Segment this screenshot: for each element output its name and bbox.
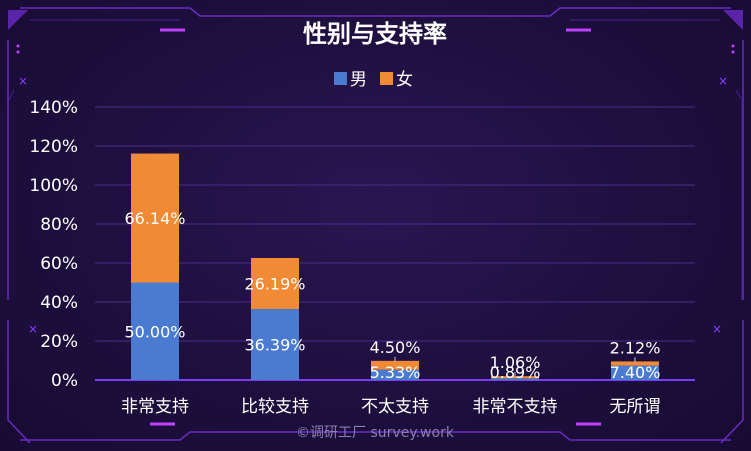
- bar-segment-female: [491, 376, 539, 379]
- y-tick-label: 20%: [40, 332, 78, 352]
- legend-swatch: [380, 72, 393, 85]
- x-axis-category-labels: 非常支持 比较支持 不太支持 非常不支持 无所谓: [121, 397, 661, 417]
- svg-text:×: ×: [18, 74, 28, 88]
- y-axis-tick-labels: 0% 20% 40% 60% 80% 100% 120% 140%: [29, 98, 78, 391]
- data-label-female: 1.06%: [490, 353, 541, 372]
- bar-segment-female: [131, 153, 179, 283]
- bars: [131, 153, 659, 380]
- bar-segment-male: [251, 309, 299, 380]
- watermark-text: ©调研工厂 survey.work: [296, 425, 455, 441]
- bar-segment-male: [611, 365, 659, 380]
- data-label-male: 7.40%: [610, 363, 661, 382]
- data-label-female: 4.50%: [370, 338, 421, 357]
- data-label-male: 50.00%: [124, 322, 185, 341]
- y-tick-label: 80%: [40, 215, 78, 235]
- bar-segment-female: [251, 257, 299, 310]
- chart-title: 性别与支持率: [303, 20, 447, 48]
- data-label-female: 26.19%: [244, 275, 305, 294]
- bar-segment-male: [491, 378, 539, 380]
- y-tick-label: 140%: [29, 98, 78, 118]
- svg-text:×: ×: [28, 322, 38, 336]
- decorative-frame: × × × ×: [7, 7, 744, 444]
- data-label-female: 2.12%: [610, 338, 661, 357]
- y-tick-label: 120%: [29, 137, 78, 157]
- x-category-label: 非常不支持: [473, 397, 558, 417]
- svg-text:×: ×: [712, 322, 722, 336]
- data-label-male: 0.89%: [490, 363, 541, 382]
- legend-label: 男: [350, 70, 367, 90]
- data-label-female: 66.14%: [124, 209, 185, 228]
- x-category-label: 非常支持: [121, 397, 189, 417]
- x-category-label: 无所谓: [610, 397, 661, 417]
- bar-segment-male: [131, 282, 179, 380]
- y-tick-label: 0%: [51, 371, 78, 391]
- x-category-label: 不太支持: [361, 397, 429, 417]
- data-labels: 50.00% 66.14% 36.39% 26.19% 5.33% 4.50% 0.89%1…: [124, 209, 660, 382]
- bar-segment-female: [371, 360, 419, 370]
- bar-segment-male: [371, 369, 419, 380]
- y-tick-label: 100%: [29, 176, 78, 196]
- legend-swatch: [334, 72, 347, 85]
- data-label-male: 36.39%: [244, 336, 305, 355]
- data-label-male: 5.33%: [370, 363, 421, 382]
- y-tick-label: 60%: [40, 254, 78, 274]
- bar-segment-female: [611, 361, 659, 366]
- svg-text:×: ×: [718, 74, 728, 88]
- x-category-label: 比较支持: [241, 397, 309, 417]
- y-tick-label: 40%: [40, 293, 78, 313]
- legend-label: 女: [396, 70, 413, 90]
- legend: 男女: [334, 70, 413, 90]
